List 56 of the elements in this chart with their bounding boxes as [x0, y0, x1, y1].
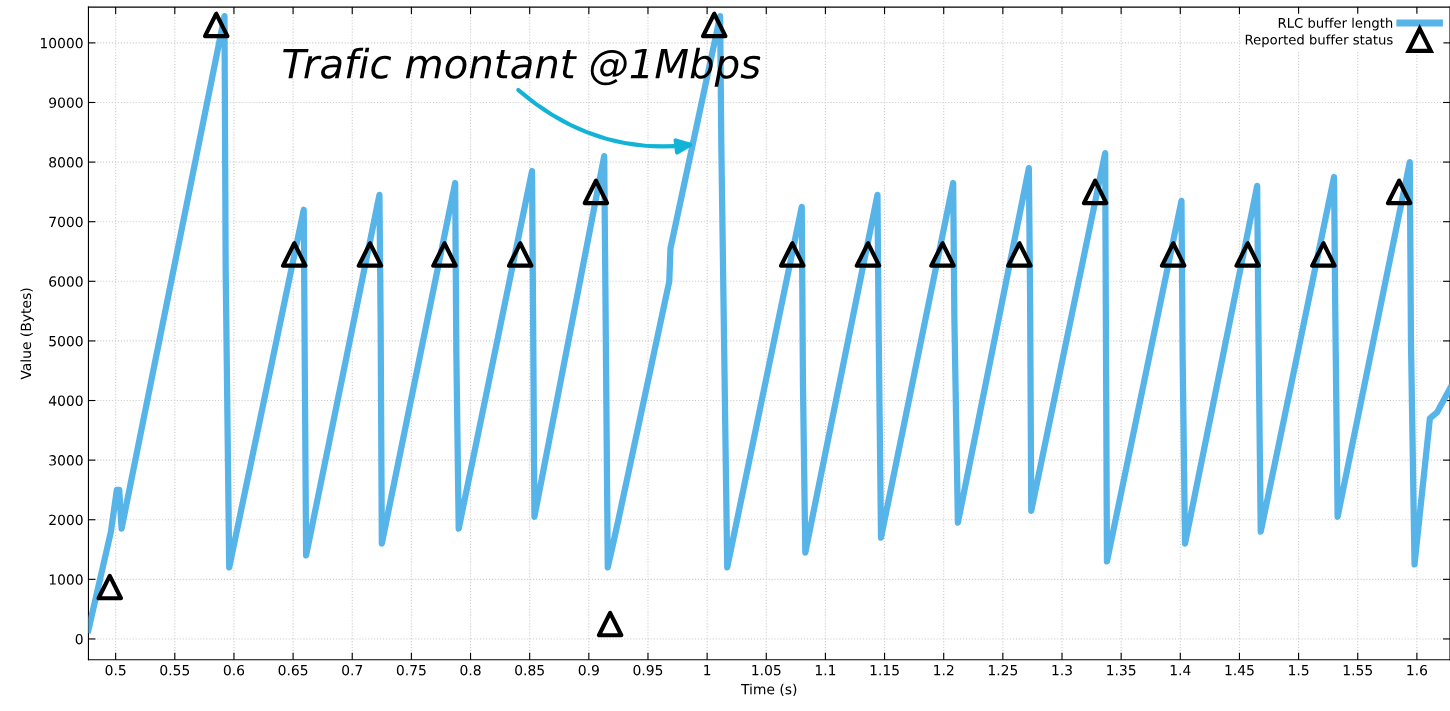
- point: [280, 241, 308, 268]
- x-tick-label: 1.6: [1407, 664, 1428, 676]
- x-tick-label: 0.95: [633, 664, 663, 676]
- point: [1159, 241, 1187, 268]
- x-tick-label: 0.85: [515, 664, 544, 676]
- point: [854, 241, 882, 268]
- x-axis-title: Time (s): [740, 683, 797, 697]
- point: [596, 610, 624, 638]
- y-tick-label: 5000: [49, 335, 83, 347]
- x-tick-label: 1.45: [1225, 665, 1254, 676]
- x-tick-label: 0.9: [578, 664, 599, 676]
- point: [929, 241, 956, 268]
- y-tick-label: 2000: [49, 514, 83, 526]
- x-tick-label: 1.25: [988, 664, 1018, 676]
- x-tick-label: 1.5: [1289, 665, 1309, 676]
- y-axis-title: Value (Bytes): [20, 288, 34, 380]
- legend-label: Reported buffer status: [1245, 34, 1393, 48]
- x-tick-label: 1.2: [934, 664, 954, 676]
- point: [1081, 178, 1109, 206]
- y-tick-label: 4000: [48, 395, 83, 406]
- y-tick-label: 3000: [49, 455, 83, 466]
- point: [431, 241, 458, 268]
- y-tick-label: 10000: [40, 37, 83, 49]
- y-tick-label: 0: [75, 633, 83, 645]
- point: [1006, 241, 1033, 268]
- x-tick-label: 0.7: [342, 664, 363, 676]
- point: [96, 573, 124, 601]
- x-tick-label: 1.4: [1170, 665, 1191, 676]
- x-tick-label: 0.8: [460, 664, 481, 676]
- x-tick-label: 1.15: [870, 665, 899, 676]
- x-tick-label: 1.55: [1343, 665, 1372, 676]
- y-tick-label: 9000: [49, 97, 83, 108]
- y-tick-label: 6000: [49, 276, 83, 287]
- x-tick-label: 0.5: [105, 664, 126, 676]
- x-tick-label: 0.65: [278, 664, 308, 676]
- x-tick-label: 1.1: [815, 665, 836, 676]
- point: [356, 241, 384, 268]
- point: [582, 178, 610, 206]
- legend-label: RLC buffer length: [1278, 17, 1393, 31]
- x-tick-label: 1.3: [1052, 664, 1072, 676]
- point: [700, 11, 728, 39]
- x-tick-label: 1.05: [752, 664, 781, 676]
- x-tick-label: 1.35: [1107, 664, 1136, 676]
- point: [1385, 178, 1413, 206]
- point: [1234, 241, 1262, 268]
- point: [779, 241, 806, 268]
- point: [506, 241, 534, 268]
- x-tick-label: 1: [704, 665, 711, 676]
- y-tick-label: 7000: [49, 216, 83, 228]
- y-tick-label: 1000: [49, 574, 83, 585]
- x-tick-label: 0.6: [223, 664, 245, 676]
- x-tick-label: 0.55: [160, 664, 190, 676]
- y-tick-label: 8000: [49, 157, 83, 168]
- point: [202, 11, 230, 39]
- x-tick-label: 0.75: [396, 664, 426, 676]
- point: [1310, 241, 1337, 268]
